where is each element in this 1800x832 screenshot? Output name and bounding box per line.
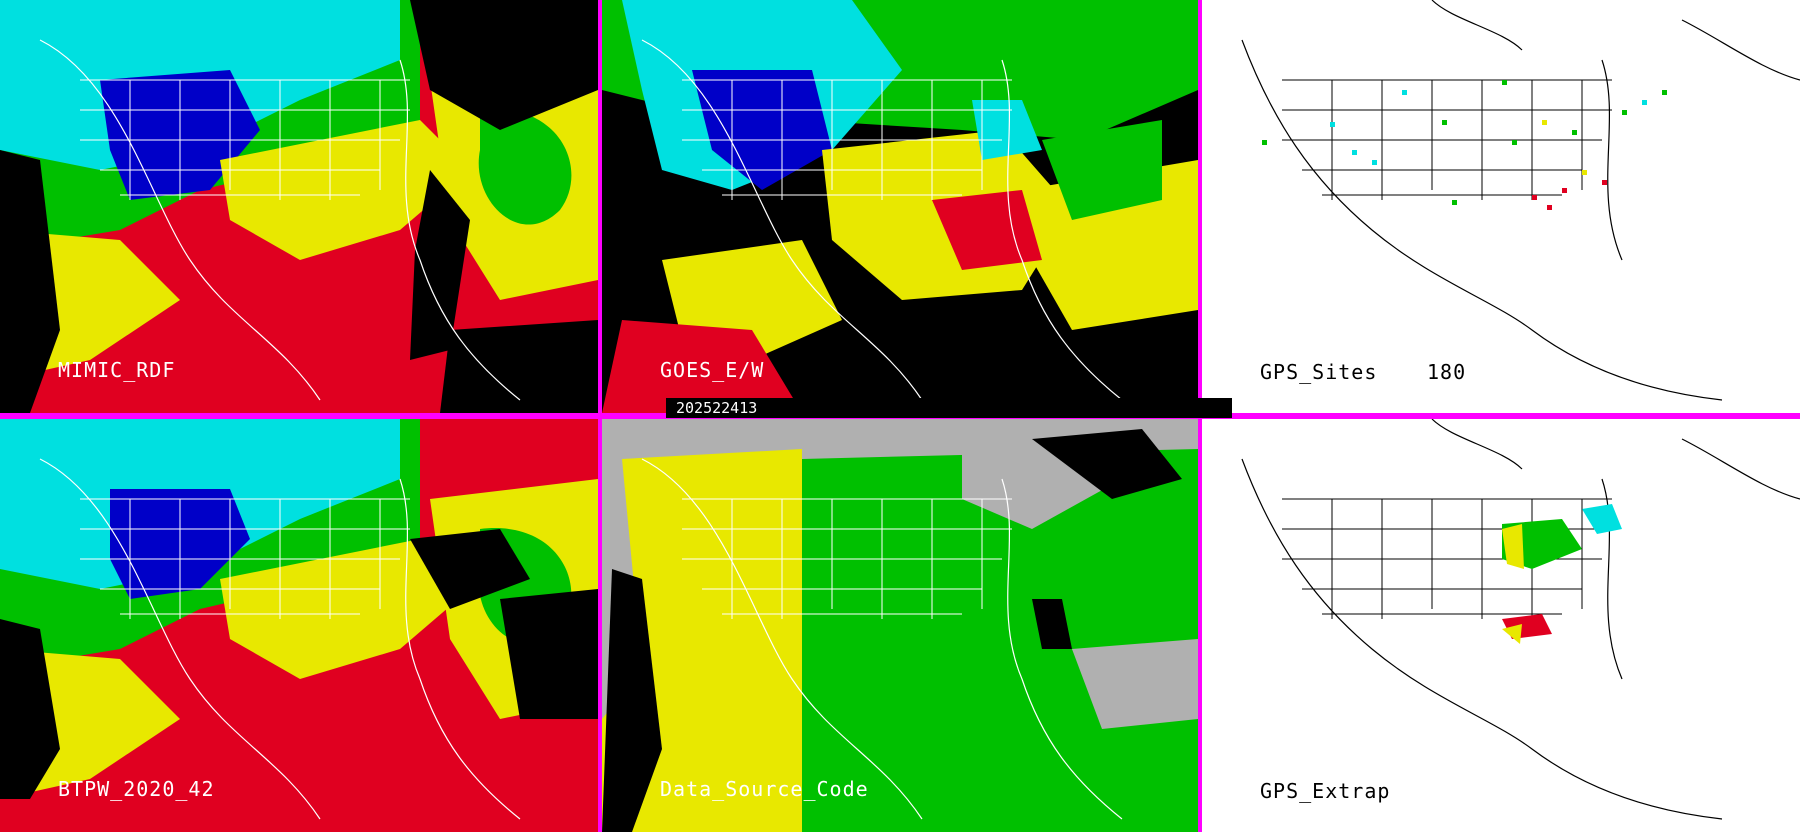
panel-label: GPS_Extrap bbox=[1260, 779, 1391, 803]
panel-label: GPS_Sites bbox=[1260, 360, 1378, 384]
tpw-map-mimic bbox=[0, 0, 598, 413]
gps-sites-map bbox=[1202, 0, 1800, 413]
gps-extrap-map bbox=[1202, 419, 1800, 832]
timestamp-bar: 202522413 bbox=[666, 398, 1232, 418]
panel-goes-ew: GOES_E/W bbox=[602, 0, 1198, 413]
gps-site-count: 180 bbox=[1427, 360, 1467, 384]
panel-label: GOES_E/W bbox=[660, 358, 765, 382]
panel-label: MIMIC_RDF bbox=[58, 358, 176, 382]
panel-gps-sites: GPS_Sites 180 bbox=[1202, 0, 1800, 413]
panel-data-source-code: Data_Source_Code bbox=[602, 419, 1198, 832]
panel-mimic-rdf: MIMIC_RDF bbox=[0, 0, 598, 413]
gps-site-markers bbox=[1262, 80, 1667, 210]
panel-label: Data_Source_Code bbox=[660, 777, 869, 801]
data-source-map bbox=[602, 419, 1198, 832]
panel-label: BTPW_2020_42 bbox=[58, 777, 215, 801]
panel-gps-extrap: GPS_Extrap bbox=[1202, 419, 1800, 832]
tpw-map-goes bbox=[602, 0, 1198, 413]
panel-btpw: BTPW_2020_42 bbox=[0, 419, 598, 832]
tpw-map-btpw bbox=[0, 419, 598, 832]
timestamp: 202522413 bbox=[676, 399, 758, 417]
